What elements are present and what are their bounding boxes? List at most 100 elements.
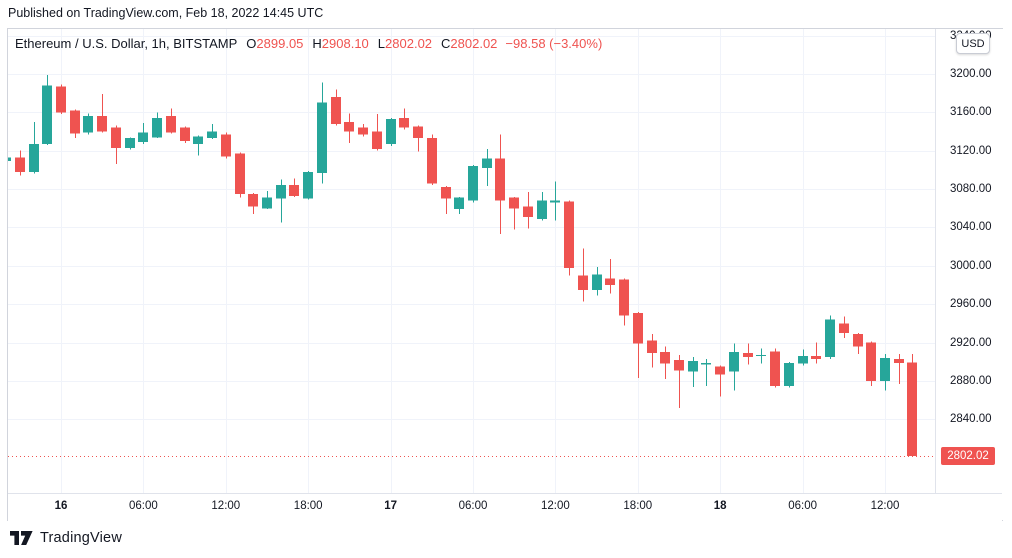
- candle: [715, 365, 725, 397]
- candle: [56, 84, 66, 115]
- candle: [193, 135, 203, 156]
- candle: [317, 82, 327, 184]
- candle: [42, 74, 52, 145]
- currency-toggle-button[interactable]: USD: [956, 33, 990, 54]
- candle: [358, 123, 368, 137]
- change-value: −98.58 (−3.40%): [505, 36, 603, 51]
- open-label: O: [246, 36, 257, 51]
- candle: [688, 357, 698, 387]
- candle: [386, 118, 396, 146]
- candle: [97, 94, 107, 133]
- time-tick-label: 12:00: [211, 500, 241, 512]
- time-tick-label: 06:00: [129, 500, 158, 512]
- candle: [537, 191, 547, 221]
- candle: [633, 311, 643, 379]
- candle: [454, 196, 464, 215]
- close-value: 2802.02: [450, 36, 498, 51]
- price-axis[interactable]: USD 2802.02 3240.003200.003160.003120.00…: [935, 29, 1003, 520]
- price-tick-label: 3160.00: [950, 106, 992, 119]
- candle: [235, 152, 245, 198]
- candle: [166, 108, 176, 134]
- candle: [495, 134, 505, 235]
- candle: [578, 248, 588, 302]
- tradingview-logo[interactable]: TradingView: [10, 530, 122, 546]
- symbol-title: Ethereum / U.S. Dollar, 1h, BITSTAMP: [15, 36, 238, 51]
- time-axis[interactable]: 16 06:00 12:00 18:00 17 06:00 12:00 18:00 18 06:0…: [8, 493, 1002, 521]
- candle: [70, 109, 80, 139]
- price-tick-label: 3040.00: [950, 221, 992, 234]
- candle: [15, 150, 25, 176]
- candle: [894, 354, 904, 384]
- candle: [372, 114, 382, 151]
- candle: [83, 113, 93, 135]
- time-tick-label: 18:00: [293, 500, 323, 512]
- price-tick-label: 2880.00: [950, 375, 992, 387]
- chart-frame: Ethereum / U.S. Dollar, 1h, BITSTAMP O289…: [7, 28, 1003, 521]
- candle: [399, 108, 409, 130]
- gridlines: [8, 29, 935, 493]
- time-tick-label: 06:00: [458, 500, 488, 512]
- low-value: 2802.02: [385, 36, 433, 51]
- symbol-legend: Ethereum / U.S. Dollar, 1h, BITSTAMP O289…: [15, 36, 602, 51]
- candle: [825, 315, 835, 359]
- high-value: 2908.10: [321, 36, 369, 51]
- time-tick-label: 12:00: [541, 500, 570, 512]
- candle: [138, 122, 148, 144]
- last-price-tag: 2802.02: [941, 446, 995, 465]
- low-label: L: [377, 36, 386, 51]
- candle: [441, 186, 451, 215]
- open-value: 2899.05: [256, 36, 304, 51]
- time-tick-label: 18:00: [623, 500, 653, 512]
- candle: [276, 179, 286, 223]
- published-caption: Published on TradingView.com, Feb 18, 20…: [8, 6, 324, 20]
- high-label: H: [312, 36, 322, 51]
- candle: [523, 191, 533, 229]
- candle: [427, 134, 437, 186]
- candle: [770, 348, 780, 388]
- candle: [619, 278, 629, 326]
- candle: [262, 190, 272, 210]
- candle: [660, 346, 670, 380]
- tradingview-logo-icon: [10, 531, 33, 545]
- time-tick-label: 18: [713, 500, 727, 512]
- candle: [605, 259, 615, 294]
- candle: [798, 349, 808, 366]
- footer: TradingView: [10, 530, 122, 546]
- close-label: C: [441, 36, 451, 51]
- chart-pane[interactable]: Ethereum / U.S. Dollar, 1h, BITSTAMP O289…: [8, 29, 935, 493]
- candle: [866, 341, 876, 386]
- candle: [743, 343, 753, 365]
- candle: [564, 200, 574, 276]
- candles: [8, 74, 917, 456]
- price-tick-label: 3120.00: [950, 144, 992, 157]
- candle: [468, 165, 478, 203]
- price-tick-label: 2920.00: [950, 336, 992, 349]
- candlestick-canvas[interactable]: [8, 29, 935, 493]
- candle: [839, 316, 849, 338]
- candle: [784, 361, 794, 388]
- candle: [509, 196, 519, 230]
- candle: [674, 355, 684, 408]
- price-tick-label: 3080.00: [950, 183, 992, 196]
- candle: [303, 170, 313, 200]
- candle: [853, 333, 863, 355]
- candle: [331, 89, 341, 126]
- price-tick-label: 2840.00: [950, 413, 992, 426]
- candle: [152, 112, 162, 139]
- candle: [907, 354, 917, 456]
- tradingview-brand-text: TradingView: [40, 530, 122, 546]
- candle: [8, 157, 11, 162]
- time-tick-label: 16: [54, 500, 68, 512]
- candle: [880, 354, 890, 391]
- candle: [125, 137, 135, 150]
- candle: [180, 126, 190, 144]
- time-tick-label: 17: [384, 500, 397, 512]
- candle: [344, 113, 354, 144]
- time-tick-label: 06:00: [788, 500, 817, 512]
- price-tick-label: 3200.00: [950, 67, 992, 80]
- candle: [729, 343, 739, 391]
- candle: [811, 342, 821, 364]
- price-tick-label: 2960.00: [950, 298, 992, 311]
- candle: [111, 125, 121, 165]
